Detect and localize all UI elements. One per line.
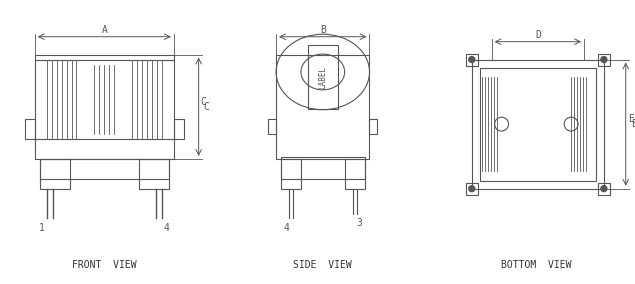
Text: BOTTOM  VIEW: BOTTOM VIEW	[501, 260, 572, 270]
Bar	[35, 55, 174, 159]
Text: B: B	[320, 25, 326, 35]
Bar	[139, 159, 169, 189]
Bar	[370, 119, 377, 134]
Bar	[479, 68, 596, 181]
Text: 4: 4	[283, 224, 289, 233]
Bar	[174, 119, 184, 139]
Text: A: A	[102, 25, 107, 35]
Bar	[308, 45, 338, 109]
Bar	[472, 60, 604, 189]
Bar	[268, 119, 276, 134]
Text: D: D	[535, 30, 541, 40]
Text: 4: 4	[164, 224, 170, 233]
Bar	[281, 157, 364, 179]
Bar	[25, 119, 35, 139]
Text: SIDE  VIEW: SIDE VIEW	[293, 260, 352, 270]
Text: FRONT  VIEW: FRONT VIEW	[72, 260, 137, 270]
Circle shape	[469, 57, 475, 62]
Bar	[466, 54, 478, 66]
Bar	[40, 159, 169, 179]
Bar	[466, 183, 478, 195]
Bar	[598, 183, 610, 195]
Text: C: C	[201, 97, 206, 107]
Bar	[40, 159, 69, 189]
Circle shape	[601, 57, 607, 62]
Text: E: E	[628, 114, 634, 124]
Text: 1: 1	[39, 224, 44, 233]
Text: 3: 3	[357, 218, 363, 229]
Bar	[276, 55, 370, 159]
Bar	[345, 159, 364, 189]
Text: C: C	[204, 102, 210, 112]
Bar	[281, 159, 301, 189]
Circle shape	[469, 186, 475, 192]
Text: E: E	[631, 119, 635, 129]
Bar	[598, 54, 610, 66]
Circle shape	[601, 186, 607, 192]
Text: LABEL: LABEL	[318, 65, 327, 89]
